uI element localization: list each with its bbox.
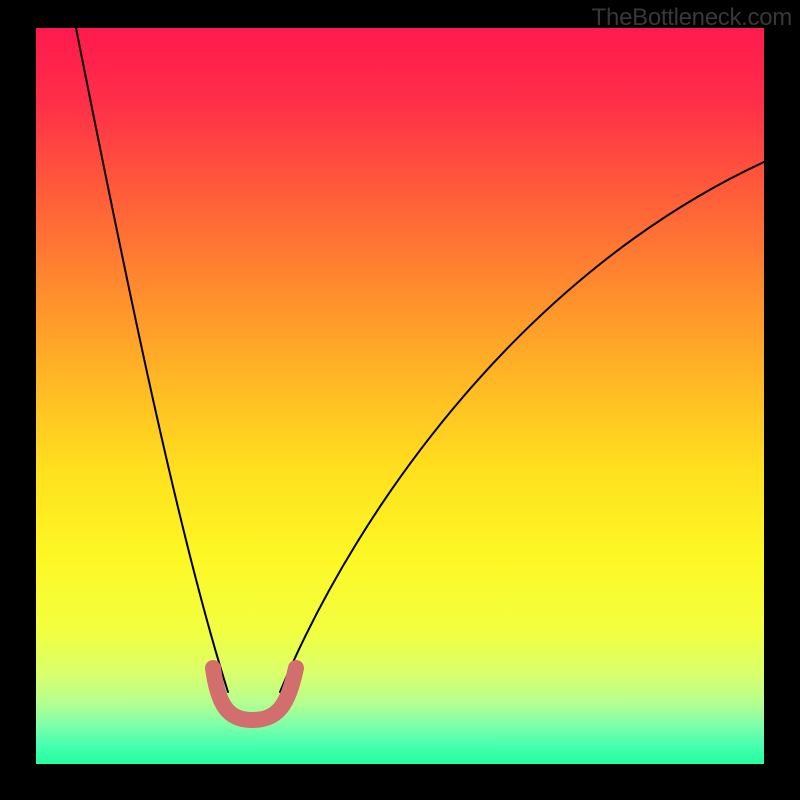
chart-container: TheBottleneck.com	[0, 0, 800, 800]
chart-background	[36, 28, 764, 764]
chart-svg	[0, 0, 800, 800]
watermark-text: TheBottleneck.com	[592, 4, 792, 32]
